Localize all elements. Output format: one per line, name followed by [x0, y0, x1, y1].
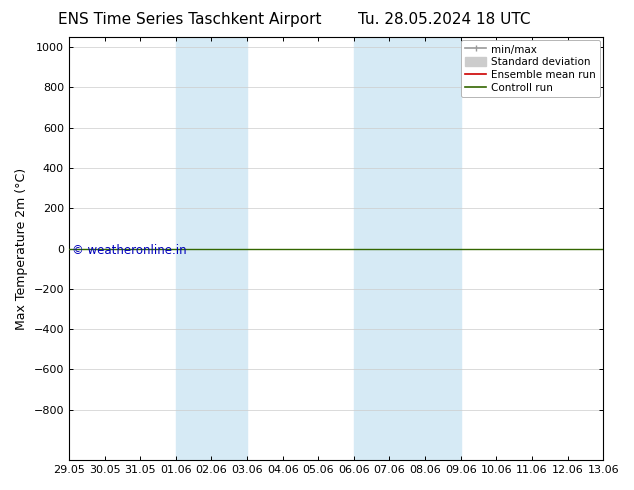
Text: Tu. 28.05.2024 18 UTC: Tu. 28.05.2024 18 UTC — [358, 12, 530, 27]
Text: ENS Time Series Taschkent Airport: ENS Time Series Taschkent Airport — [58, 12, 322, 27]
Bar — [176, 37, 247, 460]
Y-axis label: Max Temperature 2m (°C): Max Temperature 2m (°C) — [15, 168, 28, 330]
Legend: min/max, Standard deviation, Ensemble mean run, Controll run: min/max, Standard deviation, Ensemble me… — [461, 40, 600, 97]
Bar — [354, 37, 461, 460]
Text: © weatheronline.in: © weatheronline.in — [72, 244, 187, 257]
